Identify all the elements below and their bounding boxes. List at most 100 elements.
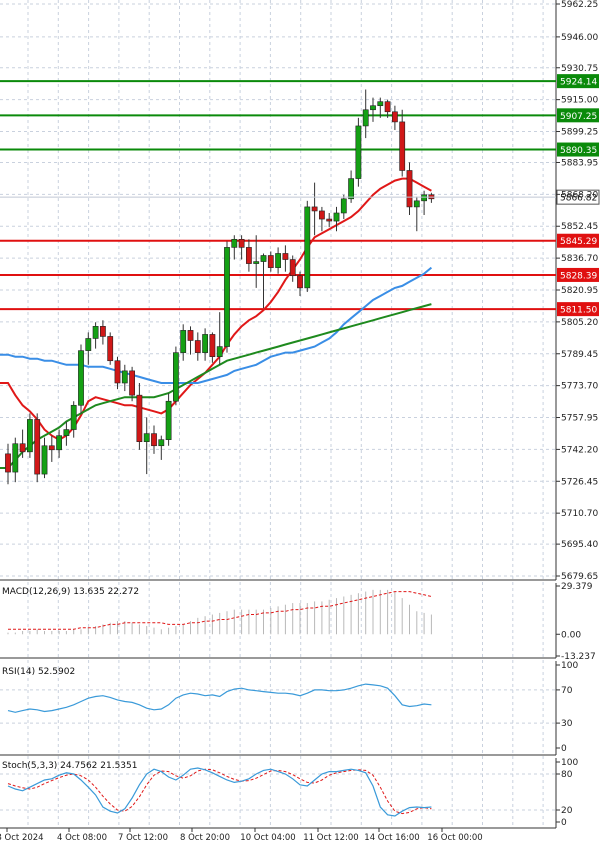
x-tick-label: 7 Oct 12:00 bbox=[118, 833, 168, 843]
y-tick-label: 5742.20 bbox=[561, 445, 598, 455]
y-tick-label: 5868.20 bbox=[561, 190, 598, 200]
candle-body bbox=[348, 178, 354, 200]
candle-body bbox=[267, 255, 274, 268]
rsi-title: RSI(14) 52.5902 bbox=[2, 667, 75, 677]
level-label: 5811.50 bbox=[560, 306, 597, 316]
candle-body bbox=[289, 259, 296, 277]
candle-body bbox=[34, 419, 41, 475]
level-label: 5924.14 bbox=[560, 78, 597, 88]
level-label: 5890.35 bbox=[560, 146, 597, 156]
candle-body bbox=[231, 238, 238, 248]
candle-body bbox=[355, 125, 362, 179]
x-tick-label: 3 Oct 2024 bbox=[0, 833, 44, 843]
candle-body bbox=[297, 275, 303, 289]
candle-body bbox=[48, 445, 55, 451]
y-tick-label: 5679.65 bbox=[561, 572, 598, 582]
panel-frames bbox=[0, 0, 557, 829]
candle-body bbox=[304, 206, 311, 289]
macd-title: MACD(12,26,9) 13.635 22.272 bbox=[2, 587, 139, 597]
level-tag bbox=[557, 267, 599, 282]
candle-body bbox=[399, 121, 406, 171]
candle-body bbox=[100, 326, 106, 337]
level-tag bbox=[557, 108, 599, 123]
stoch-y-tick-label: 20 bbox=[561, 806, 573, 816]
candle-body bbox=[384, 101, 391, 113]
candle-body bbox=[413, 200, 420, 208]
stoch-y-tick-label: 0 bbox=[561, 818, 567, 828]
macd-panel: MACD(12,26,9) 13.635 22.272 bbox=[2, 587, 432, 635]
candle-body bbox=[151, 433, 157, 447]
candle-body bbox=[282, 253, 289, 260]
y-tick-label: 5695.40 bbox=[561, 540, 598, 550]
candle-body bbox=[129, 370, 135, 396]
y-tick-label: 5820.95 bbox=[561, 286, 598, 296]
macd-y-tick-label: 0.00 bbox=[561, 630, 581, 640]
candle-body bbox=[56, 435, 62, 451]
candle-body bbox=[216, 346, 223, 357]
candle-body bbox=[326, 218, 333, 222]
candle-body bbox=[260, 255, 267, 262]
macd-y-tick-label: -13.237 bbox=[561, 652, 596, 662]
y-tick-label: 5710.70 bbox=[561, 509, 598, 519]
level-tag bbox=[557, 74, 599, 89]
rsi-line bbox=[7, 683, 432, 713]
y-tick-label: 5852.45 bbox=[561, 222, 598, 232]
current-price-label: 5866.82 bbox=[560, 194, 597, 204]
candle-body bbox=[70, 404, 77, 430]
level-label: 5828.39 bbox=[560, 271, 597, 281]
candle-body bbox=[377, 101, 384, 107]
y-tick-label: 5805.20 bbox=[561, 318, 598, 328]
candle-body bbox=[107, 336, 114, 362]
candle-body bbox=[194, 340, 201, 353]
candle-body bbox=[421, 194, 427, 202]
rsi-y-tick-label: 70 bbox=[561, 686, 573, 696]
candle-body bbox=[41, 445, 48, 475]
candle-body bbox=[165, 400, 172, 440]
candle-body bbox=[333, 212, 340, 222]
candle-body bbox=[78, 350, 84, 406]
candle-body bbox=[275, 253, 281, 268]
y-tick-label: 5757.95 bbox=[561, 414, 598, 424]
stoch-panel: Stoch(5,3,3) 24.7562 21.5351 bbox=[0, 761, 556, 817]
candle-body bbox=[143, 433, 150, 443]
grid bbox=[0, 0, 556, 828]
candle-body bbox=[19, 443, 26, 453]
candle-body bbox=[318, 210, 325, 220]
candle-body bbox=[202, 334, 208, 353]
candle-body bbox=[391, 111, 398, 123]
x-tick-label: 4 Oct 08:00 bbox=[57, 833, 107, 843]
level-label: 5845.29 bbox=[560, 237, 597, 247]
candle-body bbox=[311, 206, 318, 212]
candle-body bbox=[340, 198, 347, 214]
y-tick-label: 5962.25 bbox=[561, 0, 598, 10]
y-tick-label: 5946.00 bbox=[561, 33, 598, 43]
y-tick-label: 5915.00 bbox=[561, 96, 598, 106]
candle-body bbox=[12, 443, 19, 473]
y-tick-label: 5773.70 bbox=[561, 382, 598, 392]
current-price-tag bbox=[556, 189, 600, 205]
y-tick-label: 5836.70 bbox=[561, 254, 598, 264]
candle-body bbox=[187, 330, 194, 341]
rsi-y-tick-label: 30 bbox=[561, 719, 573, 729]
candle-body bbox=[92, 326, 99, 339]
rsi-y-tick-label: 0 bbox=[561, 744, 567, 754]
level-tag bbox=[557, 142, 599, 157]
x-tick-label: 14 Oct 16:00 bbox=[364, 833, 419, 843]
stoch-k-line bbox=[7, 767, 432, 817]
stoch-d-line bbox=[7, 768, 432, 815]
level-label: 5907.25 bbox=[560, 112, 597, 122]
candle-body bbox=[224, 247, 230, 347]
candle-body bbox=[136, 394, 143, 443]
y-tick-label: 5726.45 bbox=[561, 477, 598, 487]
candle-body bbox=[370, 105, 376, 111]
x-tick-label: 16 Oct 00:00 bbox=[427, 833, 482, 843]
rsi-y-tick-label: 100 bbox=[561, 661, 578, 671]
candle-body bbox=[238, 238, 245, 248]
rsi-panel: RSI(14) 52.5902 bbox=[0, 667, 556, 724]
x-tick-label: 10 Oct 04:00 bbox=[240, 833, 295, 843]
stoch-y-tick-label: 100 bbox=[561, 758, 578, 768]
y-tick-label: 5930.75 bbox=[561, 64, 598, 74]
level-tag bbox=[557, 302, 599, 317]
